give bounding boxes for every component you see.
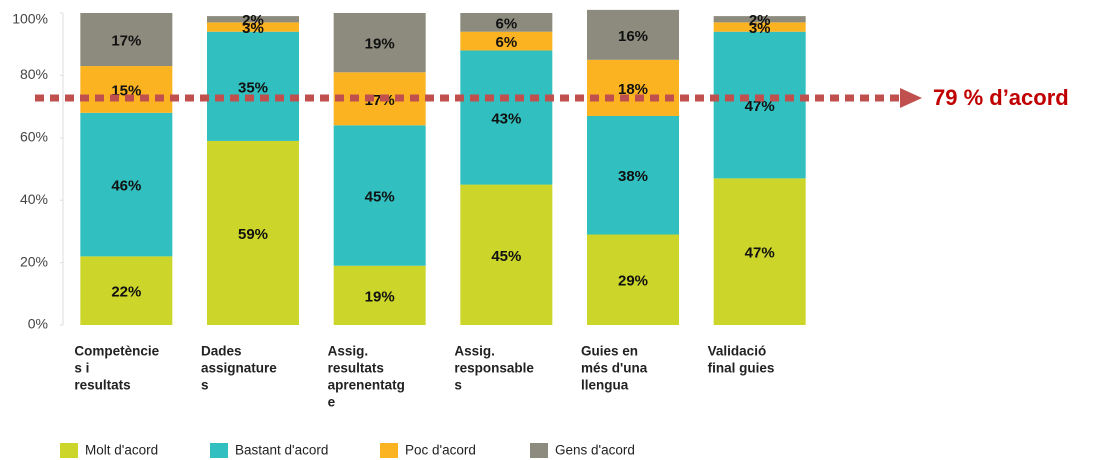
data-label: 59%: [238, 226, 268, 243]
bar-segment: [587, 59, 679, 116]
data-label: 3%: [242, 20, 264, 37]
data-label: 46%: [111, 178, 141, 195]
bar-segment: [80, 13, 173, 67]
x-tick-label: Assig.: [454, 344, 495, 359]
annotation-text: 79 % d’acord: [933, 85, 1069, 110]
legend-swatch: [60, 443, 78, 458]
bar-segment: [587, 115, 679, 235]
data-label: 47%: [745, 245, 775, 262]
y-tick-label: 80%: [20, 66, 48, 82]
annotation: 79 % d’acord: [35, 85, 1069, 110]
legend-swatch: [530, 443, 548, 458]
bar-segment: [460, 50, 553, 185]
x-tick-label: Validació: [708, 344, 767, 359]
bar-segment: [207, 140, 299, 325]
x-tick-label: s: [454, 378, 462, 393]
data-label: 2%: [749, 12, 771, 29]
bar-segment: [207, 22, 299, 32]
x-tick-label: resultats: [328, 361, 384, 376]
x-tick-label: més d'una: [581, 361, 648, 376]
x-tick-label: assignature: [201, 361, 277, 376]
data-label: 35%: [238, 79, 268, 96]
data-label: 16%: [618, 28, 648, 45]
data-label: 45%: [491, 248, 521, 265]
bar-segment: [587, 234, 679, 325]
x-tick-label: final guies: [708, 361, 775, 376]
bar-segment: [713, 16, 806, 23]
y-tick-label: 20%: [20, 253, 48, 269]
x-tick-label: s i: [74, 361, 89, 376]
bar-segment: [80, 256, 173, 325]
bar-segment: [460, 184, 553, 325]
x-tick-label: Guies en: [581, 344, 638, 359]
x-tick-label: s: [201, 378, 209, 393]
x-tick-label: aprenentatg: [328, 378, 405, 393]
legend-label: Gens d'acord: [555, 443, 635, 458]
data-label: 18%: [618, 81, 648, 98]
bar-segment: [460, 31, 553, 51]
x-tick-label: Dades: [201, 344, 242, 359]
data-label: 17%: [111, 32, 141, 49]
data-label: 3%: [749, 20, 771, 37]
y-tick-label: 60%: [20, 129, 48, 145]
legend-label: Poc d'acord: [405, 443, 476, 458]
legend-swatch: [380, 443, 398, 458]
x-tick-label: llengua: [581, 378, 629, 393]
x-tick-label: resultats: [74, 378, 130, 393]
x-tick-label: Assig.: [328, 344, 369, 359]
bar-segment: [460, 13, 553, 32]
x-tick-label: e: [328, 395, 336, 410]
data-label: 29%: [618, 273, 648, 290]
bar-segment: [587, 9, 679, 60]
bar-segment: [80, 112, 173, 257]
bar-segment: [207, 16, 299, 23]
data-label: 6%: [495, 34, 517, 51]
data-label: 19%: [365, 36, 395, 53]
y-tick-label: 100%: [12, 11, 48, 27]
legend-label: Bastant d'acord: [235, 443, 328, 458]
bar-segment: [713, 22, 806, 32]
data-label: 38%: [618, 168, 648, 185]
data-label: 45%: [365, 188, 395, 205]
bars: 0%20%40%60%80%100%22%46%15%17%Competènci…: [12, 9, 806, 458]
bar-segment: [333, 125, 426, 266]
bar-segment: [333, 13, 426, 73]
data-label: 19%: [365, 288, 395, 305]
data-label: 2%: [242, 12, 264, 29]
data-label: 43%: [491, 110, 521, 127]
legend-label: Molt d'acord: [85, 443, 158, 458]
data-label: 47%: [745, 98, 775, 115]
annotation-arrow: [900, 88, 922, 108]
data-label: 6%: [495, 15, 517, 32]
legend-swatch: [210, 443, 228, 458]
bar-segment: [80, 66, 173, 113]
bar-segment: [207, 31, 299, 141]
bar-segment: [333, 265, 426, 325]
y-tick-label: 0%: [28, 316, 48, 332]
data-label: 22%: [111, 284, 141, 301]
y-tick-label: 40%: [20, 191, 48, 207]
bar-segment: [713, 31, 806, 179]
x-tick-label: Competèncie: [74, 344, 159, 359]
x-tick-label: responsable: [454, 361, 534, 376]
bar-segment: [713, 178, 806, 325]
